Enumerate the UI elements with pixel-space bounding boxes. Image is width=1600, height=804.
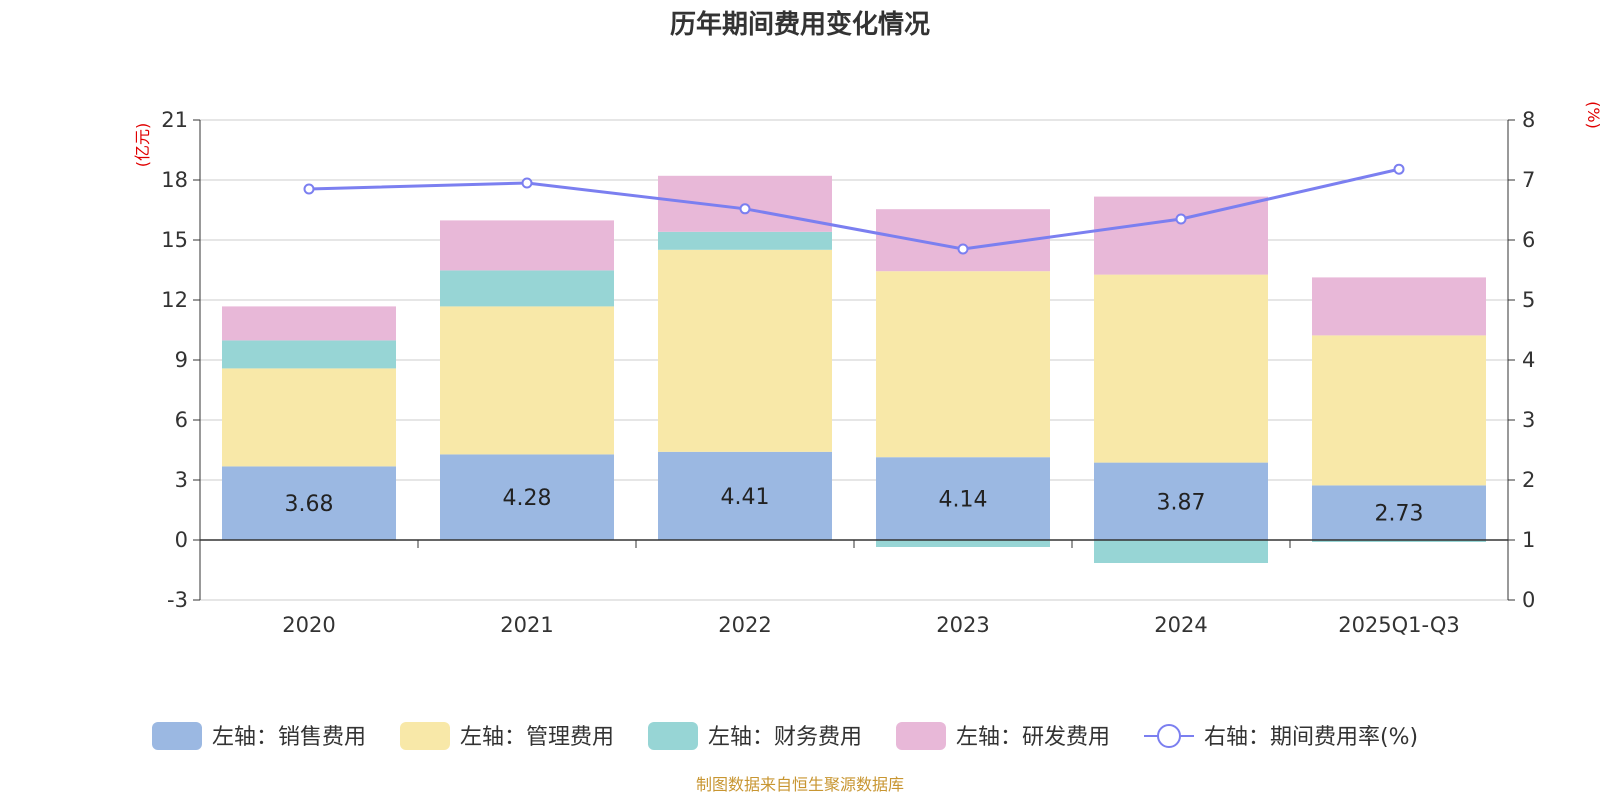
bar-segment bbox=[876, 457, 1050, 540]
left-tick-label: 3 bbox=[175, 468, 188, 492]
left-axis-unit: (亿元) bbox=[133, 123, 152, 168]
right-tick-label: 5 bbox=[1522, 288, 1535, 312]
right-tick-label: 6 bbox=[1522, 228, 1535, 252]
category-label: 2021 bbox=[500, 613, 553, 637]
left-tick-label: 9 bbox=[175, 348, 188, 372]
legend-swatch bbox=[896, 722, 946, 750]
bar-data-label: 4.14 bbox=[939, 488, 988, 513]
bars-layer bbox=[222, 175, 1486, 563]
right-tick-label: 8 bbox=[1522, 108, 1535, 132]
data-labels: 3.68 4.28 4.41 4.14 3.87 2.73 bbox=[285, 485, 1424, 527]
right-tick-label: 2 bbox=[1522, 468, 1535, 492]
bar-segment bbox=[1312, 277, 1486, 336]
gridlines bbox=[200, 119, 1508, 601]
category-label: 2025Q1-Q3 bbox=[1338, 613, 1460, 637]
legend-swatch bbox=[152, 722, 202, 750]
bar-segment bbox=[658, 451, 832, 540]
bar-segment bbox=[1094, 462, 1268, 540]
right-tick-label: 4 bbox=[1522, 348, 1535, 372]
bar-data-label: 2.73 bbox=[1375, 502, 1424, 527]
legend: 左轴：销售费用 左轴：管理费用 左轴：财务费用 左轴：研发费用 右轴：期间费用率(%) bbox=[152, 722, 1418, 750]
left-tick-label: 18 bbox=[161, 168, 188, 192]
bar-segment bbox=[1094, 196, 1268, 275]
bar-segment bbox=[222, 466, 396, 540]
bar-segment bbox=[222, 368, 396, 467]
bar-segment bbox=[658, 231, 832, 250]
legend-item[interactable]: 右轴：期间费用率(%) bbox=[1144, 724, 1418, 750]
rate-point bbox=[957, 243, 969, 255]
right-tick-label: 7 bbox=[1522, 168, 1535, 192]
right-tick-label: 3 bbox=[1522, 408, 1535, 432]
bar-segment bbox=[1094, 274, 1268, 463]
legend-swatch bbox=[648, 722, 698, 750]
bar-segment bbox=[1312, 540, 1486, 542]
source-note: 制图数据来自恒生聚源数据库 bbox=[696, 775, 904, 794]
rate-point bbox=[303, 183, 315, 195]
bar-data-label: 4.28 bbox=[503, 486, 552, 511]
left-tick-label: 6 bbox=[175, 408, 188, 432]
bar-segment bbox=[1094, 540, 1268, 563]
bar-segment bbox=[222, 306, 396, 341]
bar-segment bbox=[1312, 485, 1486, 540]
right-tick-label: 1 bbox=[1522, 528, 1535, 552]
legend-label: 左轴：研发费用 bbox=[956, 725, 1110, 750]
bar-segment bbox=[440, 306, 614, 455]
bar-data-label: 3.87 bbox=[1157, 490, 1206, 515]
legend-item[interactable]: 左轴：管理费用 bbox=[400, 722, 614, 750]
rate-point bbox=[521, 177, 533, 189]
legend-item[interactable]: 左轴：财务费用 bbox=[648, 722, 862, 750]
bar-segment bbox=[658, 249, 832, 452]
rate-line bbox=[308, 167, 1400, 251]
bar-segment bbox=[1312, 335, 1486, 486]
rate-point bbox=[1175, 213, 1187, 225]
left-tick-label: 15 bbox=[161, 228, 188, 252]
chart-title: 历年期间费用变化情况 bbox=[670, 9, 930, 40]
category-label: 2020 bbox=[282, 613, 335, 637]
right-tick-label: 0 bbox=[1522, 588, 1535, 612]
category-label: 2023 bbox=[936, 613, 989, 637]
legend-label: 左轴：财务费用 bbox=[708, 725, 862, 750]
left-tick-label: -3 bbox=[167, 588, 188, 612]
rate-point bbox=[1393, 163, 1405, 175]
legend-item[interactable]: 左轴：研发费用 bbox=[896, 722, 1110, 750]
legend-label: 左轴：销售费用 bbox=[212, 725, 366, 750]
line-layer bbox=[303, 163, 1405, 255]
bar-segment bbox=[440, 270, 614, 307]
legend-swatch bbox=[400, 722, 450, 750]
legend-item[interactable]: 左轴：销售费用 bbox=[152, 722, 366, 750]
category-label: 2022 bbox=[718, 613, 771, 637]
bar-segment bbox=[440, 220, 614, 271]
legend-label: 右轴：期间费用率(%) bbox=[1204, 725, 1418, 750]
bar-data-label: 4.41 bbox=[721, 485, 770, 510]
bar-segment bbox=[876, 540, 1050, 547]
left-tick-label: 0 bbox=[175, 528, 188, 552]
left-tick-label: 12 bbox=[161, 288, 188, 312]
right-axis-unit: (%) bbox=[1584, 101, 1600, 129]
left-tick-label: 21 bbox=[161, 108, 188, 132]
bar-data-label: 3.68 bbox=[285, 492, 334, 517]
rate-point bbox=[739, 203, 751, 215]
category-label: 2024 bbox=[1154, 613, 1207, 637]
legend-circle-icon bbox=[1157, 724, 1181, 748]
legend-label: 左轴：管理费用 bbox=[460, 725, 614, 750]
bar-segment bbox=[440, 454, 614, 540]
bar-segment bbox=[876, 271, 1050, 458]
bar-segment bbox=[222, 340, 396, 369]
